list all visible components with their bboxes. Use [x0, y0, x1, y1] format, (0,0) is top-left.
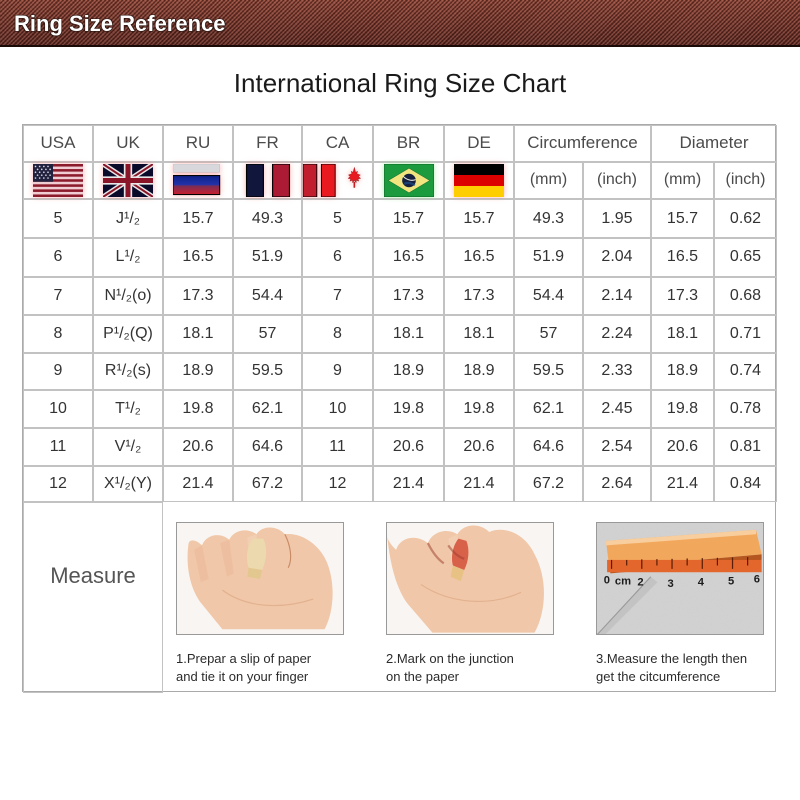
svg-text:2: 2	[637, 577, 643, 589]
svg-text:6: 6	[754, 574, 760, 586]
svg-text:4: 4	[698, 577, 705, 589]
svg-text:0: 0	[604, 575, 610, 587]
svg-text:5: 5	[728, 576, 734, 588]
svg-text:cm: cm	[615, 576, 631, 588]
svg-text:3: 3	[668, 578, 674, 590]
